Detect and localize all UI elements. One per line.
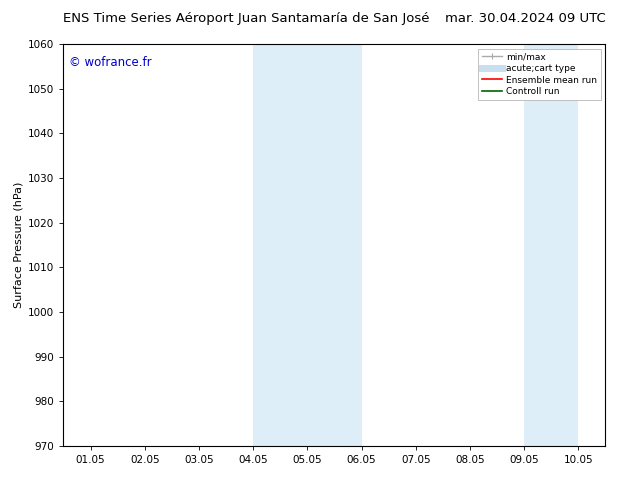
Y-axis label: Surface Pressure (hPa): Surface Pressure (hPa) xyxy=(14,182,24,308)
Text: ENS Time Series Aéroport Juan Santamaría de San José: ENS Time Series Aéroport Juan Santamaría… xyxy=(63,12,430,25)
Text: mar. 30.04.2024 09 UTC: mar. 30.04.2024 09 UTC xyxy=(444,12,605,25)
Legend: min/max, acute;cart type, Ensemble mean run, Controll run: min/max, acute;cart type, Ensemble mean … xyxy=(479,49,601,100)
Text: © wofrance.fr: © wofrance.fr xyxy=(69,56,152,69)
Bar xyxy=(253,44,361,446)
Bar xyxy=(524,44,578,446)
